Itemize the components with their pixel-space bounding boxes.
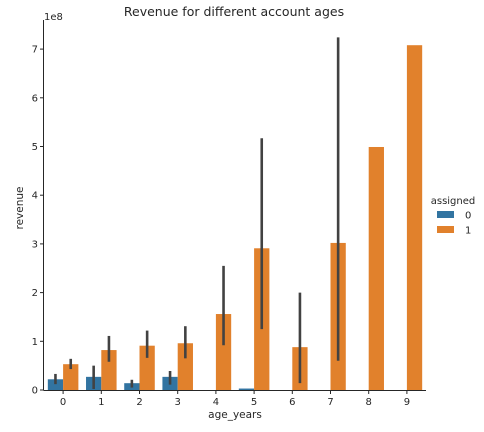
- bar-assigned-1-age-8: [369, 147, 384, 390]
- x-tick-label: 4: [213, 397, 219, 408]
- y-axis-ticks: 0 1 2 3 4 5 6 7: [32, 45, 44, 397]
- bar-assigned-0-age-5: [239, 389, 254, 390]
- x-tick-label: 6: [289, 397, 295, 408]
- x-tick-label: 1: [98, 397, 104, 408]
- y-tick-label: 1: [32, 337, 38, 348]
- x-tick-label: 3: [175, 397, 181, 408]
- x-axis-label: age_years: [208, 409, 262, 421]
- legend-swatch-0: [437, 211, 454, 218]
- x-axis-ticks: 0 1 2 3 4 5 6 7 8 9: [60, 390, 410, 408]
- x-tick-label: 0: [60, 397, 66, 408]
- legend-title: assigned: [431, 196, 476, 207]
- y-tick-label: 2: [32, 288, 38, 299]
- y-tick-label: 6: [32, 93, 38, 104]
- bar-assigned-1-age-9: [407, 45, 422, 390]
- y-tick-label: 3: [32, 239, 38, 250]
- chart-title: Revenue for different account ages: [124, 4, 344, 19]
- y-tick-label: 0: [32, 386, 38, 397]
- x-tick-label: 2: [136, 397, 142, 408]
- y-tick-label: 4: [32, 191, 38, 202]
- y-tick-label: 5: [32, 142, 38, 153]
- y-axis-label: revenue: [14, 187, 26, 230]
- legend-label-0: 0: [465, 211, 471, 222]
- legend-swatch-1: [437, 226, 454, 233]
- x-tick-label: 8: [366, 397, 372, 408]
- bars: [48, 45, 422, 390]
- x-tick-label: 9: [404, 397, 410, 408]
- y-offset-label: 1e8: [44, 12, 63, 23]
- legend: assigned 0 1: [431, 196, 476, 237]
- x-tick-label: 5: [251, 397, 257, 408]
- error-bars: [55, 37, 338, 389]
- x-tick-label: 7: [327, 397, 333, 408]
- legend-label-1: 1: [465, 226, 471, 237]
- y-tick-label: 7: [32, 45, 38, 56]
